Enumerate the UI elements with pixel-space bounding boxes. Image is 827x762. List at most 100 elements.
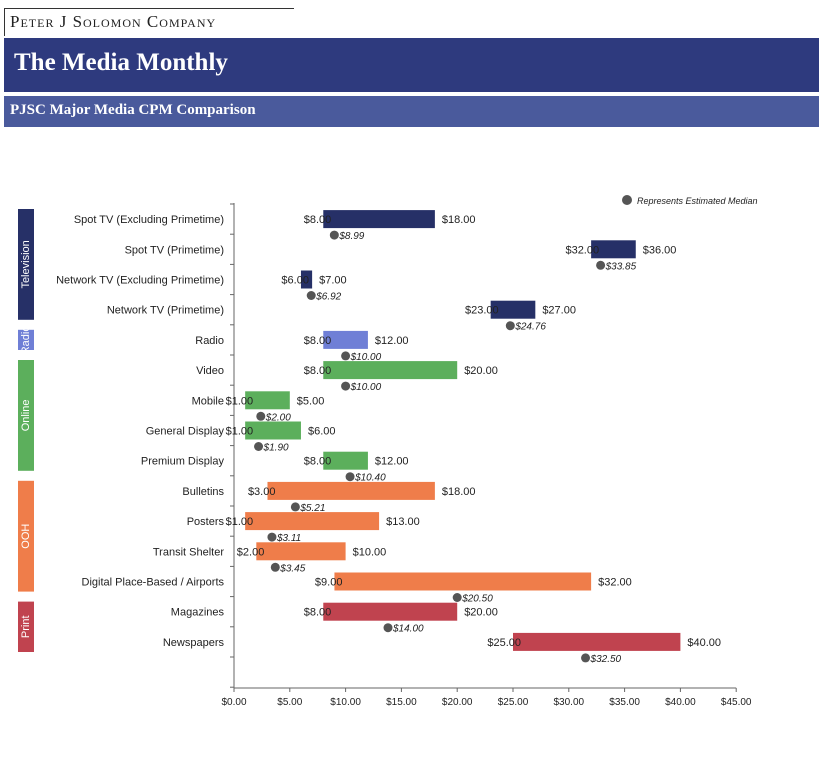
category-label: Bulletins — [182, 486, 224, 498]
low-value-label: $1.00 — [226, 516, 254, 528]
median-marker — [290, 502, 300, 512]
subtitle-banner: PJSC Major Media CPM Comparison — [4, 96, 819, 127]
median-value-label: $8.99 — [338, 231, 364, 242]
low-value-label: $8.00 — [304, 456, 332, 468]
low-value-label: $23.00 — [465, 305, 499, 317]
group-bar-television — [18, 209, 34, 320]
group-label-print: Print — [20, 615, 32, 638]
x-tick-label: $40.00 — [665, 697, 696, 708]
company-logo: Peter J Solomon Company — [4, 8, 294, 36]
group-bar-ooh — [18, 480, 34, 592]
low-value-label: $32.00 — [565, 244, 599, 256]
median-marker — [256, 411, 266, 421]
category-label: Video — [196, 365, 224, 377]
median-value-label: $24.76 — [514, 322, 546, 333]
low-value-label: $1.00 — [226, 395, 254, 407]
low-value-label: $9.00 — [315, 577, 343, 589]
low-value-label: $8.00 — [304, 365, 332, 377]
median-marker — [306, 291, 316, 300]
group-bar-radio — [18, 329, 34, 350]
median-value-label: $3.11 — [276, 533, 301, 544]
range-bar — [267, 481, 435, 500]
low-value-label: $2.00 — [237, 546, 265, 558]
range-bar — [591, 240, 636, 259]
high-value-label: $6.00 — [308, 426, 336, 438]
group-label-ooh: OOH — [20, 524, 32, 549]
group-label-radio: Radio — [20, 326, 32, 355]
high-value-label: $32.00 — [598, 577, 632, 589]
group-bar-print — [18, 601, 34, 652]
median-value-label: $10.00 — [350, 352, 382, 363]
low-value-label: $6.00 — [281, 275, 309, 287]
range-bar — [256, 542, 346, 561]
high-value-label: $12.00 — [375, 335, 409, 347]
low-value-label: $25.00 — [487, 637, 521, 649]
high-value-label: $18.00 — [442, 486, 476, 498]
median-marker — [581, 653, 591, 663]
median-marker — [254, 442, 264, 451]
x-tick-label: $20.00 — [442, 697, 473, 708]
median-marker — [270, 562, 280, 572]
median-value-label: $10.40 — [354, 473, 386, 484]
category-label: General Display — [146, 426, 225, 438]
median-marker — [329, 230, 339, 240]
low-value-label: $8.00 — [304, 607, 332, 619]
median-value-label: $2.00 — [265, 412, 291, 423]
range-bar — [245, 421, 301, 440]
x-tick-label: $5.00 — [277, 697, 302, 708]
legend-marker — [622, 195, 632, 205]
median-value-label: $6.92 — [315, 292, 341, 303]
range-bar — [323, 330, 368, 349]
high-value-label: $20.00 — [464, 365, 498, 377]
low-value-label: $8.00 — [304, 335, 332, 347]
range-bar — [323, 361, 458, 380]
range-bar — [245, 512, 380, 531]
bars-layer: Spot TV (Excluding Primetime) $8.00 $18.00… — [56, 210, 721, 665]
x-tick-label: $0.00 — [221, 697, 246, 708]
high-value-label: $36.00 — [643, 244, 677, 256]
high-value-label: $27.00 — [542, 305, 576, 317]
range-bar — [323, 602, 458, 621]
category-label: Spot TV (Excluding Primetime) — [74, 214, 224, 226]
x-tick-label: $45.00 — [721, 697, 752, 708]
median-marker — [345, 472, 355, 482]
median-value-label: $32.50 — [590, 654, 622, 665]
range-bar — [245, 391, 290, 410]
median-marker — [383, 623, 393, 633]
title-banner: The Media Monthly — [4, 38, 819, 92]
median-value-label: $10.00 — [350, 382, 382, 393]
high-value-label: $5.00 — [297, 395, 325, 407]
category-label: Radio — [195, 335, 224, 347]
high-value-label: $10.00 — [353, 546, 387, 558]
high-value-label: $12.00 — [375, 456, 409, 468]
category-label: Premium Display — [141, 456, 225, 468]
x-tick-label: $10.00 — [330, 697, 361, 708]
range-bar — [323, 210, 435, 229]
page-title: The Media Monthly — [14, 49, 228, 76]
page-subtitle: PJSC Major Media CPM Comparison — [10, 102, 256, 118]
x-tick-label: $25.00 — [498, 697, 529, 708]
high-value-label: $18.00 — [442, 214, 476, 226]
category-label: Transit Shelter — [153, 546, 224, 558]
low-value-label: $1.00 — [226, 426, 254, 438]
group-label-online: Online — [20, 400, 32, 432]
median-marker — [596, 260, 606, 270]
high-value-label: $13.00 — [386, 516, 420, 528]
high-value-label: $7.00 — [319, 275, 347, 287]
low-value-label: $3.00 — [248, 486, 276, 498]
range-bar — [323, 451, 368, 470]
company-name: Peter J Solomon Company — [10, 12, 217, 31]
legend-label: Represents Estimated Median — [637, 196, 758, 206]
high-value-label: $20.00 — [464, 607, 498, 619]
category-label: Posters — [187, 516, 225, 528]
median-value-label: $20.50 — [461, 594, 493, 605]
median-marker — [505, 321, 515, 331]
range-bar — [334, 572, 592, 591]
x-tick-label: $30.00 — [554, 697, 585, 708]
x-tick-label: $15.00 — [386, 697, 417, 708]
category-label: Spot TV (Primetime) — [125, 244, 224, 256]
category-label: Network TV (Excluding Primetime) — [56, 275, 224, 287]
x-tick-label: $35.00 — [609, 697, 640, 708]
category-label: Newspapers — [163, 637, 225, 649]
